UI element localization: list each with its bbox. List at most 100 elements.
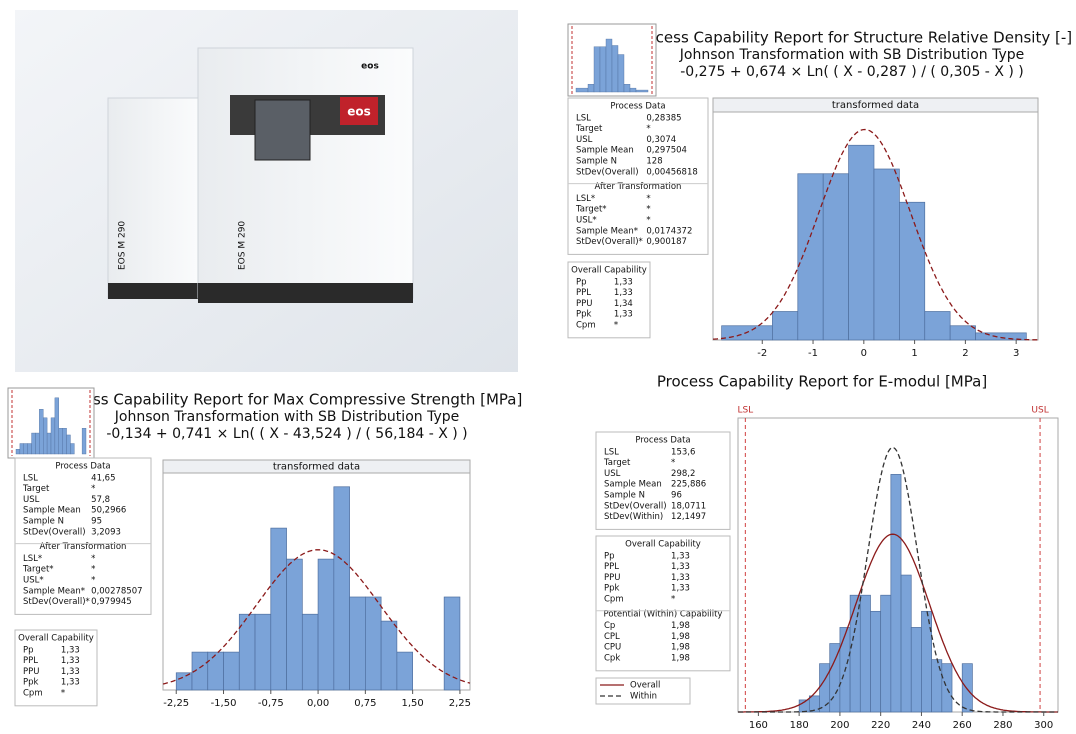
spec-label: LSL	[737, 406, 753, 416]
thumbnail-bar	[605, 38, 613, 93]
row-value: 298,2	[671, 469, 695, 479]
bar	[961, 663, 973, 713]
bar	[349, 596, 366, 691]
chart-subtitle: Johnson Transformation with SB Distribut…	[114, 409, 459, 425]
row-label: LSL*	[23, 554, 42, 564]
thumbnail-bar	[635, 89, 649, 93]
fit-curve	[162, 549, 471, 685]
table-frame	[14, 457, 152, 615]
thumbnail-bar	[623, 84, 631, 93]
row-value: 18,0711	[671, 501, 706, 511]
x-tick-label: 220	[871, 720, 890, 731]
bar	[848, 144, 875, 341]
row-label: PPL	[23, 656, 38, 666]
row-value: *	[91, 565, 95, 575]
x-tick-label: -1,50	[211, 698, 237, 709]
thumbnail-bar	[62, 428, 67, 455]
bar	[941, 663, 953, 713]
machine-label: EOS M 290	[238, 221, 248, 270]
row-label: Cpk	[604, 654, 620, 664]
row-value: 1,33	[61, 667, 80, 677]
row-label: StDev(Overall)	[604, 501, 667, 511]
fit-curve	[738, 533, 1058, 713]
table-title: Potential (Within) Capability	[604, 609, 723, 619]
bar	[380, 620, 398, 691]
machine-main	[197, 47, 414, 299]
x-tick-label: 1,50	[402, 698, 424, 709]
row-value: 50,2966	[91, 506, 126, 516]
row-value: 128	[646, 157, 662, 167]
row-value: 41,65	[91, 473, 115, 483]
row-label: PPU	[576, 299, 592, 309]
machine-window	[254, 99, 311, 161]
legend-label: Within	[630, 692, 657, 702]
table-title: After Transformation	[595, 182, 682, 192]
row-label: LSL	[576, 113, 591, 123]
row-label: USL*	[576, 216, 597, 226]
bar	[207, 651, 224, 691]
bar	[270, 527, 287, 691]
row-value: *	[671, 595, 675, 605]
row-value: 0,979945	[91, 597, 132, 607]
row-label: Sample Mean	[576, 146, 634, 156]
x-tick-label: 2,25	[449, 698, 471, 709]
row-label: USL	[604, 469, 621, 479]
row-label: StDev(Overall)*	[576, 237, 643, 247]
row-value: *	[646, 205, 650, 215]
x-tick-label: 3	[1013, 348, 1019, 359]
row-value: 1,98	[671, 654, 690, 664]
row-label: LSL	[23, 473, 38, 483]
row-label: StDev(Within)	[604, 512, 663, 522]
row-value: *	[646, 194, 650, 204]
row-value: 1,33	[614, 288, 633, 298]
row-value: 1,33	[61, 678, 80, 688]
bar	[921, 610, 932, 713]
thumbnail-bar	[15, 449, 21, 455]
x-tick-label: 0,00	[307, 698, 329, 709]
row-value: 0,900187	[646, 237, 687, 247]
thumbnail-bar	[19, 443, 24, 455]
row-value: 1,98	[671, 632, 690, 642]
thumbnail-bar	[593, 46, 601, 93]
bar	[899, 201, 926, 341]
row-value: 225,886	[671, 480, 706, 490]
table-title: Process Data	[610, 102, 665, 112]
row-label: Sample Mean*	[23, 586, 85, 596]
legend-label: Overall	[630, 681, 660, 691]
bar	[797, 173, 824, 341]
fit-curve	[738, 446, 1058, 713]
row-value: 0,3074	[646, 135, 676, 145]
row-label: Target	[22, 484, 50, 494]
x-tick-label: -2	[757, 348, 767, 359]
bar	[286, 558, 303, 691]
row-value: 1,33	[614, 277, 633, 287]
x-tick-label: 300	[1034, 720, 1053, 731]
row-value: *	[646, 124, 650, 134]
row-value: 1,33	[61, 656, 80, 666]
row-label: PPL	[576, 288, 591, 298]
chart-title: Process Capability Report for Max Compre…	[52, 391, 523, 409]
thumbnail-bar	[629, 87, 637, 93]
bar	[317, 558, 335, 691]
bar	[931, 659, 943, 713]
x-tick-label: -1	[808, 348, 818, 359]
bar	[900, 574, 912, 713]
fit-curve	[713, 128, 1038, 341]
row-value: 1,98	[671, 621, 690, 631]
row-label: PPL	[604, 562, 619, 572]
bar	[175, 672, 193, 691]
bar	[880, 594, 892, 713]
row-value: 0,297504	[646, 146, 687, 156]
row-value: 12,1497	[671, 512, 706, 522]
row-label: Target*	[575, 205, 607, 215]
row-value: 1,33	[671, 573, 690, 583]
thumbnail-bar	[81, 428, 87, 455]
photo: eos eos EOS M 290 EOS M 290	[15, 10, 518, 372]
x-tick-label: 0	[861, 348, 867, 359]
machine-side	[107, 97, 204, 299]
thumbnail-bar	[54, 397, 59, 455]
bar	[910, 627, 922, 713]
bar	[365, 596, 382, 691]
row-label: Target	[603, 458, 631, 468]
row-label: Sample N	[576, 157, 617, 167]
